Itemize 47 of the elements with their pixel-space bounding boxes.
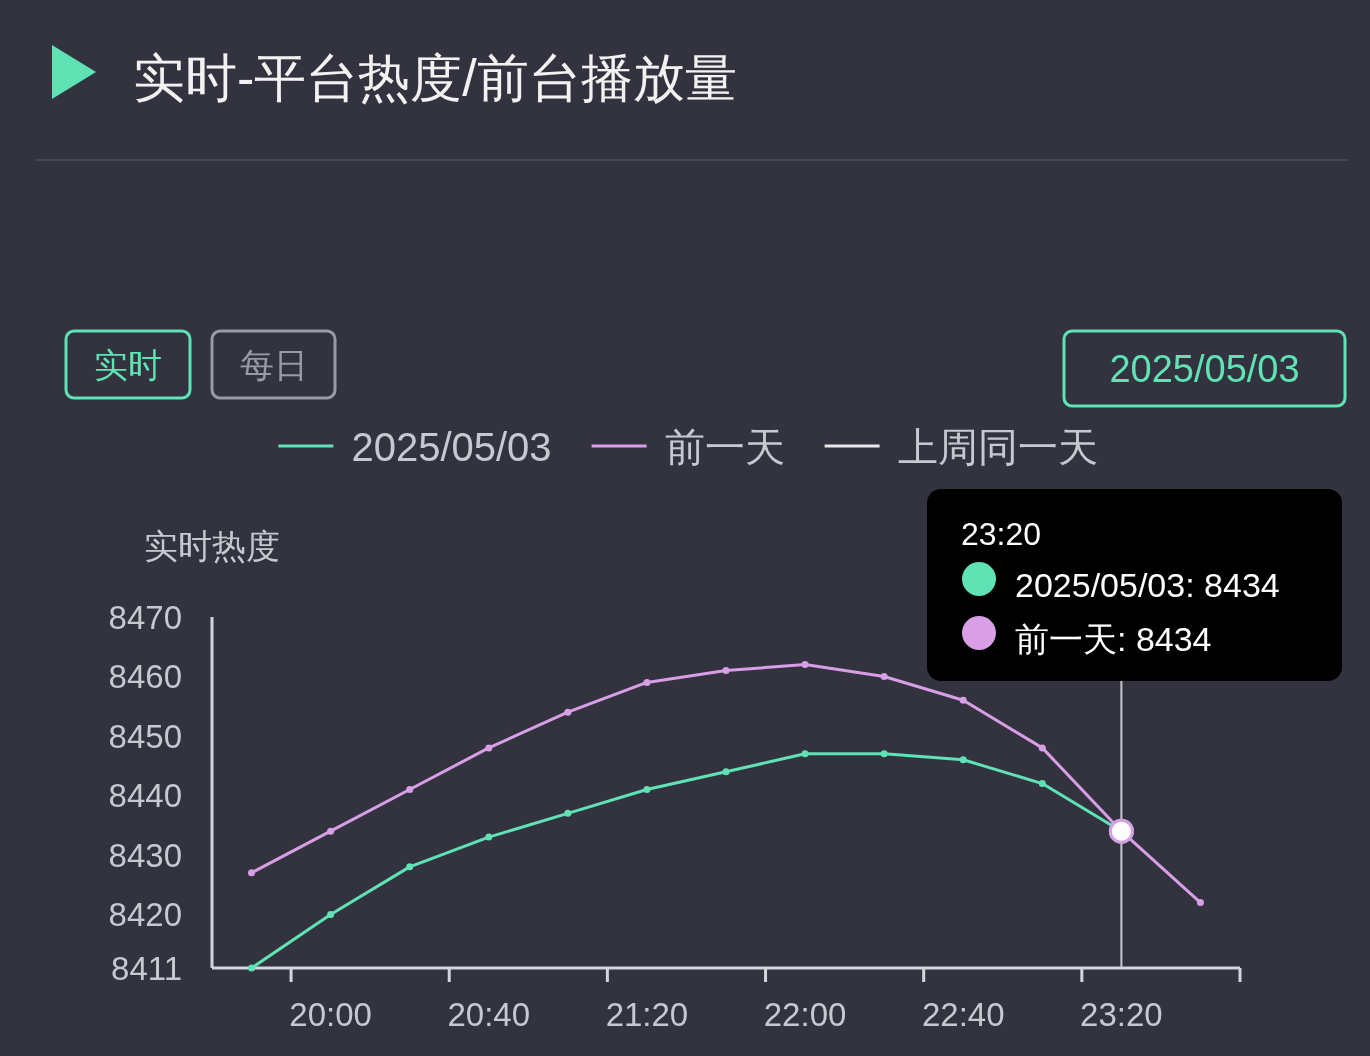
point [959,756,967,764]
y-tick-label: 8411 [111,950,182,987]
point [327,910,335,918]
point [880,750,888,758]
y-axis-title: 实时热度 [144,527,280,565]
point [248,869,256,877]
point [327,827,335,835]
y-tick-label: 8420 [108,896,182,934]
x-tick-label: 20:40 [447,996,531,1033]
point [485,744,493,752]
point [564,708,572,716]
chart-title: 实时-平台热度/前台播放量 [133,49,737,107]
y-tick-label: 8470 [108,599,182,636]
x-tick-label: 21:20 [605,996,689,1033]
button: 实时 [64,329,192,400]
button: 2025/05/03 [1062,329,1347,408]
annotation: 前一天: 8434 [1015,620,1212,658]
point [1196,899,1204,907]
annotation: 2025/05/03: 8434 [1015,566,1280,604]
button: 每日 [210,329,337,400]
point [801,661,809,669]
point [248,964,256,972]
legend-label: 上周同一天 [897,425,1098,469]
legend-label: 前一天 [664,425,785,469]
y-tick-label: 8460 [108,658,182,696]
y-tick-label: 8440 [108,777,182,815]
point [722,667,730,675]
point [959,696,967,704]
point [485,833,493,841]
point [643,786,651,794]
point [406,786,414,794]
x-tick-label: 23:20 [1080,996,1163,1033]
x-tick-label: 22:00 [763,996,847,1033]
annotation: 23:20 [961,516,1042,552]
point [1038,744,1046,752]
y-tick-label: 8430 [108,836,182,874]
point [1038,780,1046,788]
x-tick-label: 20:00 [289,996,372,1033]
x-tick-label: 22:40 [921,996,1005,1033]
legend-label: 2025/05/03 [351,425,552,469]
point [643,678,651,686]
point [406,863,414,871]
point [722,768,730,776]
point [564,809,572,817]
point [880,672,888,680]
point [801,750,809,758]
y-tick-label: 8450 [108,717,182,755]
